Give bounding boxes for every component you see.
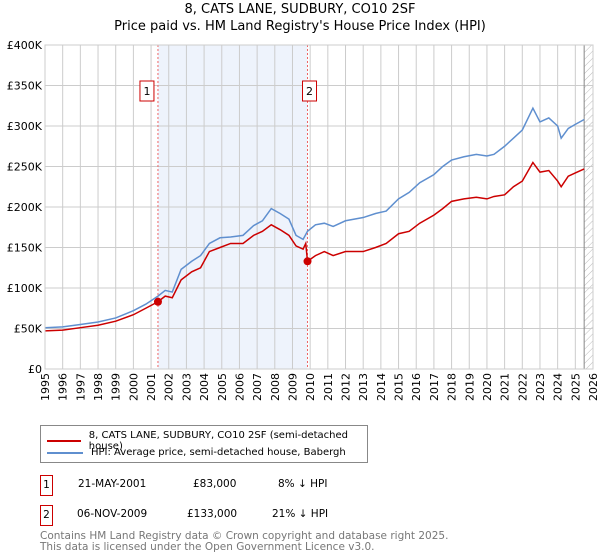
y-tick-label: £100K [7,282,43,295]
x-tick-label: 2015 [393,373,406,401]
x-tick-label: 2008 [269,373,282,401]
legend-swatch-property [47,440,81,442]
x-tick-label: 2003 [180,373,193,401]
x-tick-label: 2011 [322,373,335,401]
x-tick-label: 1997 [74,373,87,401]
y-tick-label: £300K [7,120,43,133]
x-tick-label: 2014 [375,373,388,401]
sale-badge-label: 1 [143,85,150,98]
chart-subtitle: Price paid vs. HM Land Registry's House … [114,19,486,34]
x-tick-label: 2021 [499,373,512,401]
y-tick-label: £400K [7,39,43,52]
sale-badge-box [302,80,318,102]
x-tick-label: 1996 [57,373,70,401]
x-tick-label: 2006 [233,373,246,401]
legend-label-hpi: HPI: Average price, semi-detached house,… [91,447,346,458]
transaction-price: £133,000 [187,508,238,520]
y-tick-label: £50K [14,323,43,336]
x-tick-label: 1995 [39,373,52,401]
plot-border [44,44,594,370]
x-tick-label: 2000 [127,373,140,401]
legend-label-property: 8, CATS LANE, SUDBURY, CO10 2SF (semi-de… [88,430,348,452]
transaction-badge: 1 [40,475,53,496]
x-tick-label: 2022 [516,373,529,401]
x-tick-label: 2002 [163,373,176,401]
x-tick-label: 2010 [304,373,317,401]
y-tick-label: £200K [7,201,43,214]
transaction-row: 2 06-NOV-2009 £133,000 21% ↓ HPI [40,505,600,526]
x-tick-label: 2025 [569,373,582,401]
x-tick-label: 2018 [446,373,459,401]
transaction-row: 1 21-MAY-2001 £83,000 8% ↓ HPI [40,475,600,496]
x-tick-label: 2007 [251,373,264,401]
y-tick-label: £0 [28,363,42,376]
hpi-line [44,106,585,329]
footer-line-2: This data is licensed under the Open Gov… [40,541,375,553]
x-tick-label: 2013 [357,373,370,401]
legend: 8, CATS LANE, SUDBURY, CO10 2SF (semi-de… [40,425,368,463]
transaction-hpi: 8% ↓ HPI [278,478,328,490]
transaction-date: 21-MAY-2001 [78,478,147,490]
x-tick-label: 2005 [216,373,229,401]
footer: Contains HM Land Registry data © Crown c… [40,531,448,553]
y-tick-label: £150K [7,242,43,255]
x-tick-label: 2019 [463,373,476,401]
x-tick-label: 2016 [410,373,423,401]
sale-point [153,297,162,306]
x-tick-label: 2026 [587,373,600,401]
y-tick-label: £250K [7,161,43,174]
transaction-price: £83,000 [193,478,237,490]
sale-point [303,257,312,266]
x-tick-label: 2023 [534,373,547,401]
price-chart: 1995 1996 1997 1998 1999 2000 2001 2002 2003 2004… [7,39,600,401]
sale-badge-box [139,80,155,102]
transaction-badge: 2 [40,505,53,526]
x-tick-label: 1998 [92,373,105,401]
x-tick-label: 1999 [110,373,123,401]
footer-line-1: Contains HM Land Registry data © Crown c… [40,530,449,542]
x-tick-label: 2017 [428,373,441,401]
transaction-date: 06-NOV-2009 [77,508,148,520]
y-tick-label: £350K [7,80,43,93]
legend-swatch-hpi [47,451,83,454]
x-tick-label: 2020 [481,373,494,401]
chart-title: 8, CATS LANE, SUDBURY, CO10 2SF [184,2,416,17]
property-price-line [44,161,585,332]
x-tick-label: 2012 [340,373,353,401]
x-tick-label: 2009 [286,373,299,401]
x-tick-label: 2004 [198,373,211,401]
x-tick-label: 2024 [552,373,565,401]
sale-badge-label: 2 [306,85,313,98]
x-tick-label: 2001 [145,373,158,401]
transaction-hpi: 21% ↓ HPI [272,508,329,520]
